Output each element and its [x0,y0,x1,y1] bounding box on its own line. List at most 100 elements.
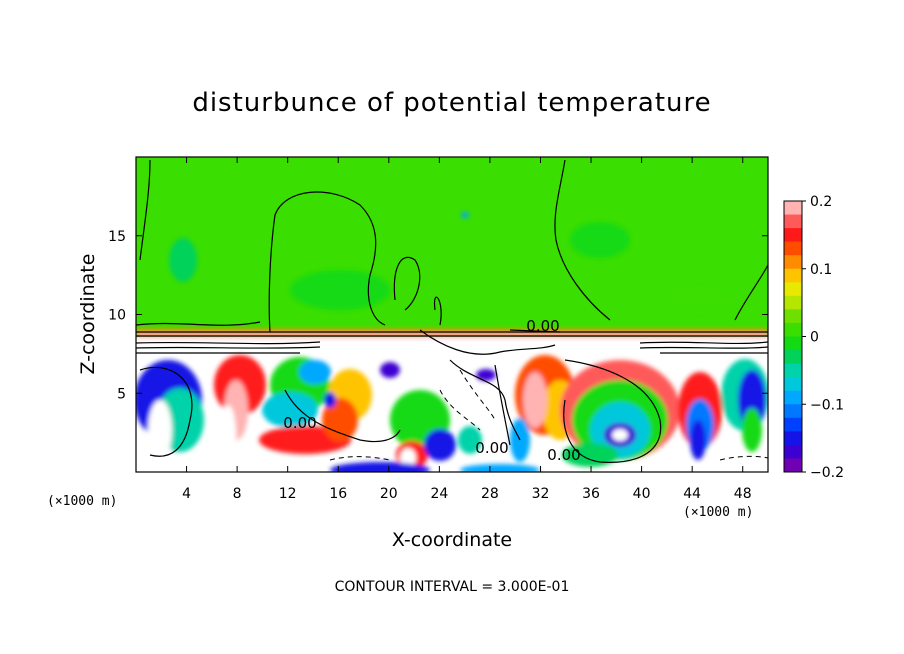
contour-line [554,159,611,321]
colorbar-label: 0.2 [810,194,832,210]
colorbar-label: −0.1 [810,397,844,413]
x-tick-label: 8 [233,486,242,502]
colorbar-swatch [784,431,802,446]
field-patch [324,392,336,408]
x-unit-left: (×1000 m) [47,494,117,509]
field-patch [460,464,540,472]
field-patch [424,429,456,461]
x-tick-label: 20 [380,486,398,502]
field-patch [612,429,628,441]
colorbar-swatch [784,201,802,216]
contour-line [639,341,768,345]
colorbar-swatch [784,322,802,337]
x-tick-label: 36 [582,486,600,502]
contour-line [136,346,321,349]
contour-label: 0.00 [283,414,316,432]
colorbar-swatch [784,390,802,405]
contour-interval-note: CONTOUR INTERVAL = 3.000E-01 [335,579,570,595]
field-patch [562,443,618,467]
contour-line [509,329,561,333]
colorbar-swatch [784,214,802,229]
contour-line [139,159,151,261]
colorbar-swatch [784,363,802,378]
field-patch [458,426,482,454]
colorbar: 0.2 0.1 0 −0.1 −0.2 [783,194,844,481]
contour-label: 0.00 [547,446,580,464]
x-tick-label: 24 [430,486,448,502]
field-patch [330,462,430,472]
field-patch [169,238,197,282]
colorbar-swatch [784,268,802,283]
field-patch [148,400,172,460]
colorbar-swatch [784,228,802,243]
colorbar-swatch [784,417,802,432]
y-tick-label: 5 [117,386,126,402]
contour-line [639,346,768,349]
field-patch [742,408,762,452]
contour-line [734,264,768,321]
contour-lines [136,159,768,463]
contour-line [563,359,662,463]
x-tick-label: 12 [279,486,297,502]
contour-line [136,321,261,326]
x-tick-label: 40 [633,486,651,502]
field-patch [380,362,400,378]
colorbar-swatch [784,336,802,351]
y-axis: 5 10 15 [108,229,768,402]
contour-line [494,364,511,446]
contour-label: 0.00 [475,439,508,457]
colorbar-label: 0 [810,330,819,346]
field-patch [660,288,740,312]
upper-layer-field [136,157,768,337]
field-patch [570,222,630,258]
field-patch [262,392,318,428]
contour-line [449,359,521,441]
colorbar-swatch [784,309,802,324]
contour-line-negative [719,455,768,461]
contour-line-negative [439,389,481,431]
contour-line-negative [329,456,391,461]
field-patch [322,398,358,442]
colorbar-swatch [784,350,802,365]
colorbar-swatch [784,404,802,419]
y-tick-label: 15 [108,229,126,245]
y-axis-label: Z-coordinate [77,254,99,375]
field-patch [523,372,547,428]
colorbar-swatch [784,458,802,473]
field-patch [299,360,331,384]
contour-line [393,256,421,311]
field-patches [136,212,768,472]
x-unit-right: (×1000 m) [683,505,753,520]
x-tick-label: 44 [683,486,701,502]
x-axis: 4 8 12 16 20 24 28 32 36 40 44 48 [182,157,752,502]
contour-line [433,296,442,326]
x-tick-label: 48 [734,486,752,502]
contour-line [139,366,193,457]
field-patch [220,405,236,465]
field-patch [461,212,469,218]
contour-line-negative [459,369,496,421]
colorbar-label: −0.2 [810,465,844,481]
x-tick-label: 32 [532,486,550,502]
x-axis-label: X-coordinate [392,529,512,551]
x-tick-label: 28 [481,486,499,502]
colorbar-swatch [784,444,802,459]
contour-label: 0.00 [526,317,559,335]
field-patch [290,270,390,310]
x-tick-label: 4 [182,486,191,502]
y-tick-label: 10 [108,308,126,324]
field-patch [476,369,496,381]
x-tick-label: 16 [329,486,347,502]
contour-line [284,389,401,443]
contour-labels: 0.00 0.00 0.00 0.00 [283,317,580,464]
contour-line [136,341,321,345]
contour-line [268,191,386,333]
colorbar-label: 0.1 [810,262,832,278]
colorbar-swatch [784,255,802,270]
field-patch [690,420,706,460]
plot-area: 0.00 0.00 0.00 0.00 [136,157,768,472]
contour-line [419,329,556,355]
chart-title: disturbunce of potential temperature [192,88,711,118]
colorbar-swatch [784,295,802,310]
